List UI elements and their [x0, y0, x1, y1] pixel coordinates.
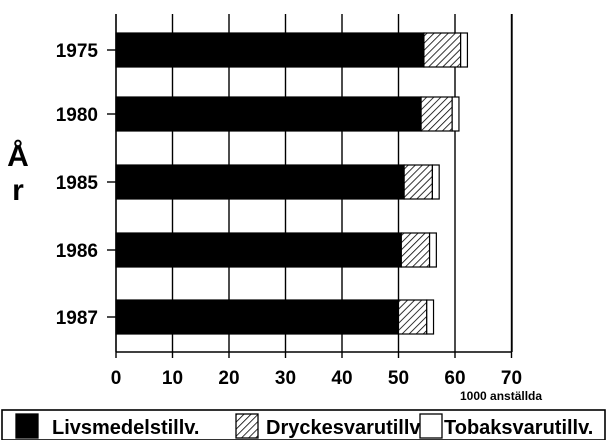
- legend-swatch-tobaksvarutillv: [419, 413, 443, 439]
- legend-label-dryckesvarutillv: Dryckesvarutillv.: [266, 417, 425, 439]
- y-axis-label-char: r: [12, 174, 24, 207]
- bar-1975-livsmedelstillv: [115, 32, 425, 68]
- x-tick-label: 10: [162, 368, 183, 389]
- bar-1980-livsmedelstillv: [115, 96, 422, 132]
- legend-box: [1, 409, 606, 440]
- legend-swatch-livsmedelstillv: [15, 413, 39, 439]
- y-tick-label: 1986: [56, 241, 98, 262]
- bar-1985-tobaksvarutillv: [431, 164, 440, 200]
- y-axis-label-char: Å: [7, 140, 29, 173]
- bar-1975-dryckesvarutillv: [423, 32, 462, 68]
- x-tick-label: 0: [111, 368, 122, 389]
- bar-1980-tobaksvarutillv: [451, 96, 460, 132]
- bar-1985-livsmedelstillv: [115, 164, 405, 200]
- x-tick-label: 30: [275, 368, 296, 389]
- bar-1987-livsmedelstillv: [115, 299, 400, 335]
- bar-1985-dryckesvarutillv: [403, 164, 433, 200]
- bar-1987-dryckesvarutillv: [397, 299, 428, 335]
- y-tick-label: 1985: [56, 173, 99, 194]
- y-tick-label: 1975: [56, 41, 99, 62]
- y-tick-label: 1980: [56, 105, 98, 126]
- bar-1986-livsmedelstillv: [115, 232, 402, 268]
- bar-1980-dryckesvarutillv: [420, 96, 453, 132]
- bar-1987-tobaksvarutillv: [426, 299, 435, 335]
- legend-swatch-dryckesvarutillv: [235, 413, 259, 439]
- x-tick-labels: 0 10 20 30 40 50 60 70: [111, 368, 522, 389]
- x-tick-label: 50: [388, 368, 409, 389]
- legend-label-tobaksvarutillv: Tobaksvarutillv.: [444, 417, 593, 439]
- axes: [107, 14, 513, 358]
- legend-label-livsmedelstillv: Livsmedelstillv.: [52, 417, 199, 439]
- x-tick-label: 70: [501, 368, 522, 389]
- y-tick-labels: 1975 1980 1985 1986 1987: [56, 41, 99, 329]
- bar-1986-dryckesvarutillv: [400, 232, 431, 268]
- x-tick-label: 20: [218, 368, 239, 389]
- bars: [115, 32, 469, 335]
- x-tick-label: 60: [444, 368, 465, 389]
- x-tick-label: 40: [331, 368, 352, 389]
- bar-1975-tobaksvarutillv: [460, 32, 469, 68]
- y-tick-label: 1987: [56, 308, 98, 329]
- x-unit-label: 1000 anställda: [460, 389, 542, 403]
- bar-1986-tobaksvarutillv: [428, 232, 437, 268]
- legend: Livsmedelstillv. Dryckesvarutillv. Tobaksv…: [1, 409, 606, 440]
